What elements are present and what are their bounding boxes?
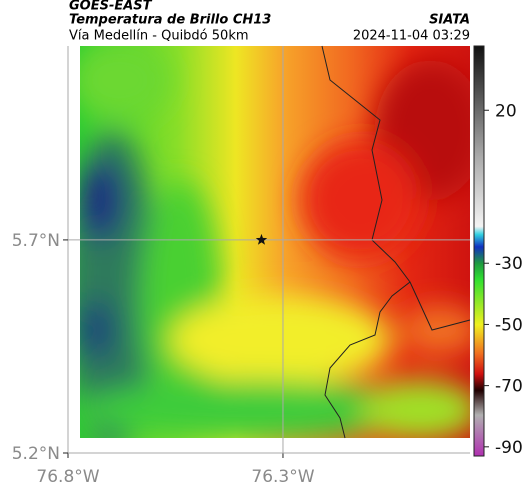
- title: GOES-EAST: [69, 0, 153, 14]
- colorbar-label: -30: [495, 254, 523, 274]
- x-tick-label: 76.8°W: [36, 467, 99, 487]
- y-tick-label: 5.2°N: [12, 444, 60, 464]
- subtitle: Temperatura de Brillo CH13: [69, 13, 271, 28]
- source: SIATA: [429, 13, 470, 28]
- datetime: 2024-11-04 03:29: [353, 29, 470, 44]
- x-tick-label: 76.3°W: [251, 467, 314, 487]
- location-marker: [255, 233, 268, 245]
- dynamic: 76.8°W 76.3°W 5.7°N 5.2°N 20 -30 -50 -70 -90: [12, 46, 523, 487]
- colorbar-label: -90: [495, 438, 523, 458]
- border: [321, 45, 471, 439]
- colorbar-label: 20: [495, 101, 517, 121]
- colorbar-label: -50: [495, 315, 523, 335]
- colorbar: [473, 45, 485, 457]
- location: Vía Medellín - Quibdó 50km: [69, 29, 249, 44]
- y-tick-label: 5.7°N: [12, 231, 60, 251]
- brightness-field: [80, 46, 470, 438]
- colorbar-label: -70: [495, 377, 523, 397]
